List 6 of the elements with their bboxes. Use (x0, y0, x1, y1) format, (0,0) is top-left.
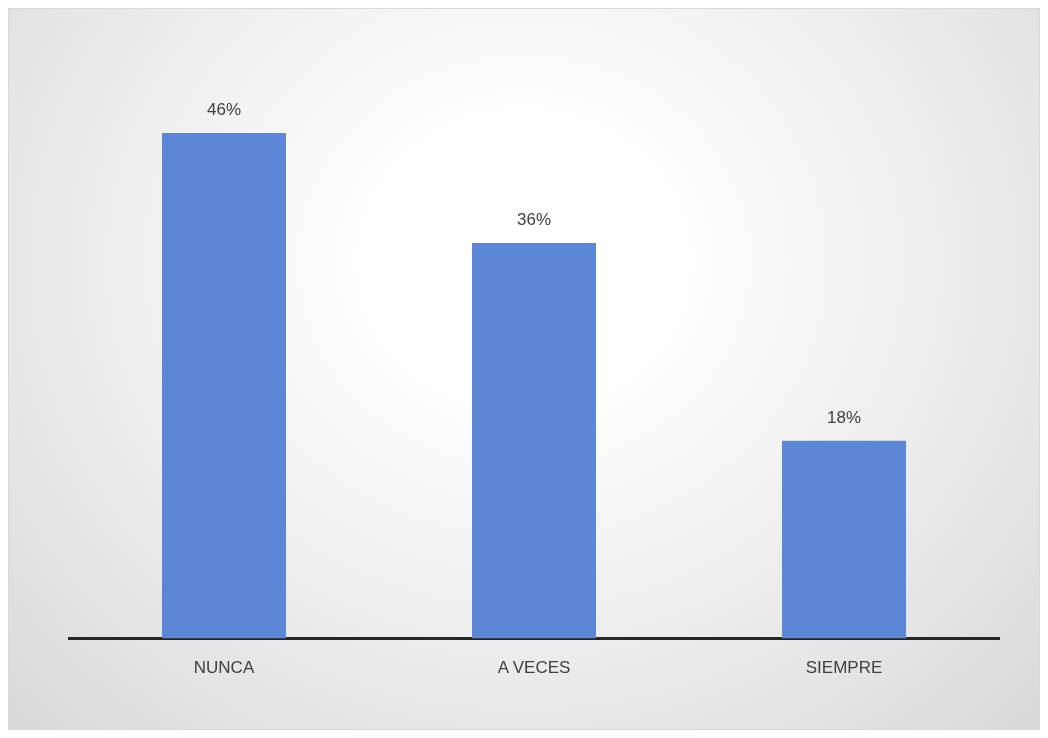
x-tick-label: NUNCA (193, 658, 255, 678)
data-label: 18% (826, 407, 862, 427)
x-tick-label: SIEMPRE (805, 658, 883, 678)
data-label: 46% (206, 100, 242, 120)
data-label: 36% (516, 210, 552, 230)
x-tick-label: A VECES (497, 658, 571, 678)
